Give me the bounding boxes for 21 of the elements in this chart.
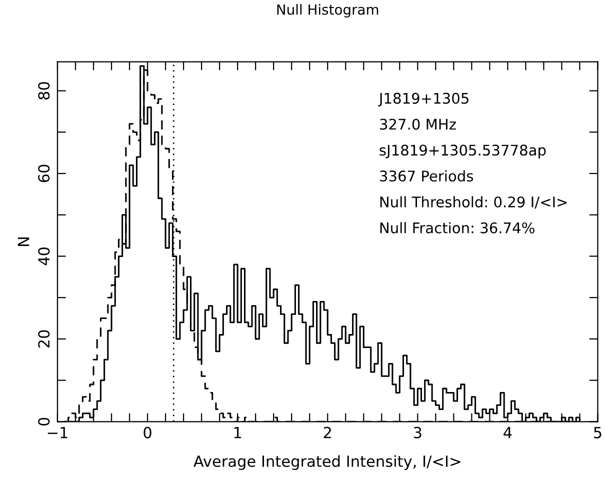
annotation: 3367 Periods xyxy=(380,170,474,182)
x-tick-label: 5 xyxy=(594,426,602,438)
x-tick-label: 2 xyxy=(324,426,331,438)
annotation: 327.0 MHz xyxy=(380,118,456,130)
y-tick-label: 60 xyxy=(38,164,50,182)
annotation: Null Fraction: 36.74% xyxy=(380,222,534,234)
x-axis-title: Average Integrated Intensity, I/<I> xyxy=(194,455,460,470)
y-tick-label: 20 xyxy=(38,330,50,348)
annotation: J1819+1305 xyxy=(378,92,468,107)
x-tick-label: 1 xyxy=(234,426,242,438)
x-tick-label: 0 xyxy=(144,426,152,438)
annotation: Null Threshold: 0.29 I/<I> xyxy=(380,196,567,209)
chart-title: Null Histogram xyxy=(277,4,378,18)
y-tick-label: 80 xyxy=(38,82,50,100)
x-tick-label: 3 xyxy=(414,426,422,438)
annotation: sJ1819+1305.53778ap xyxy=(380,144,546,158)
x-tick-label: −1 xyxy=(48,426,68,438)
x-tick-label: 4 xyxy=(504,426,512,438)
y-axis-title: N xyxy=(18,238,30,246)
y-tick-label: 40 xyxy=(38,248,50,266)
y-tick-label: 0 xyxy=(38,418,50,426)
